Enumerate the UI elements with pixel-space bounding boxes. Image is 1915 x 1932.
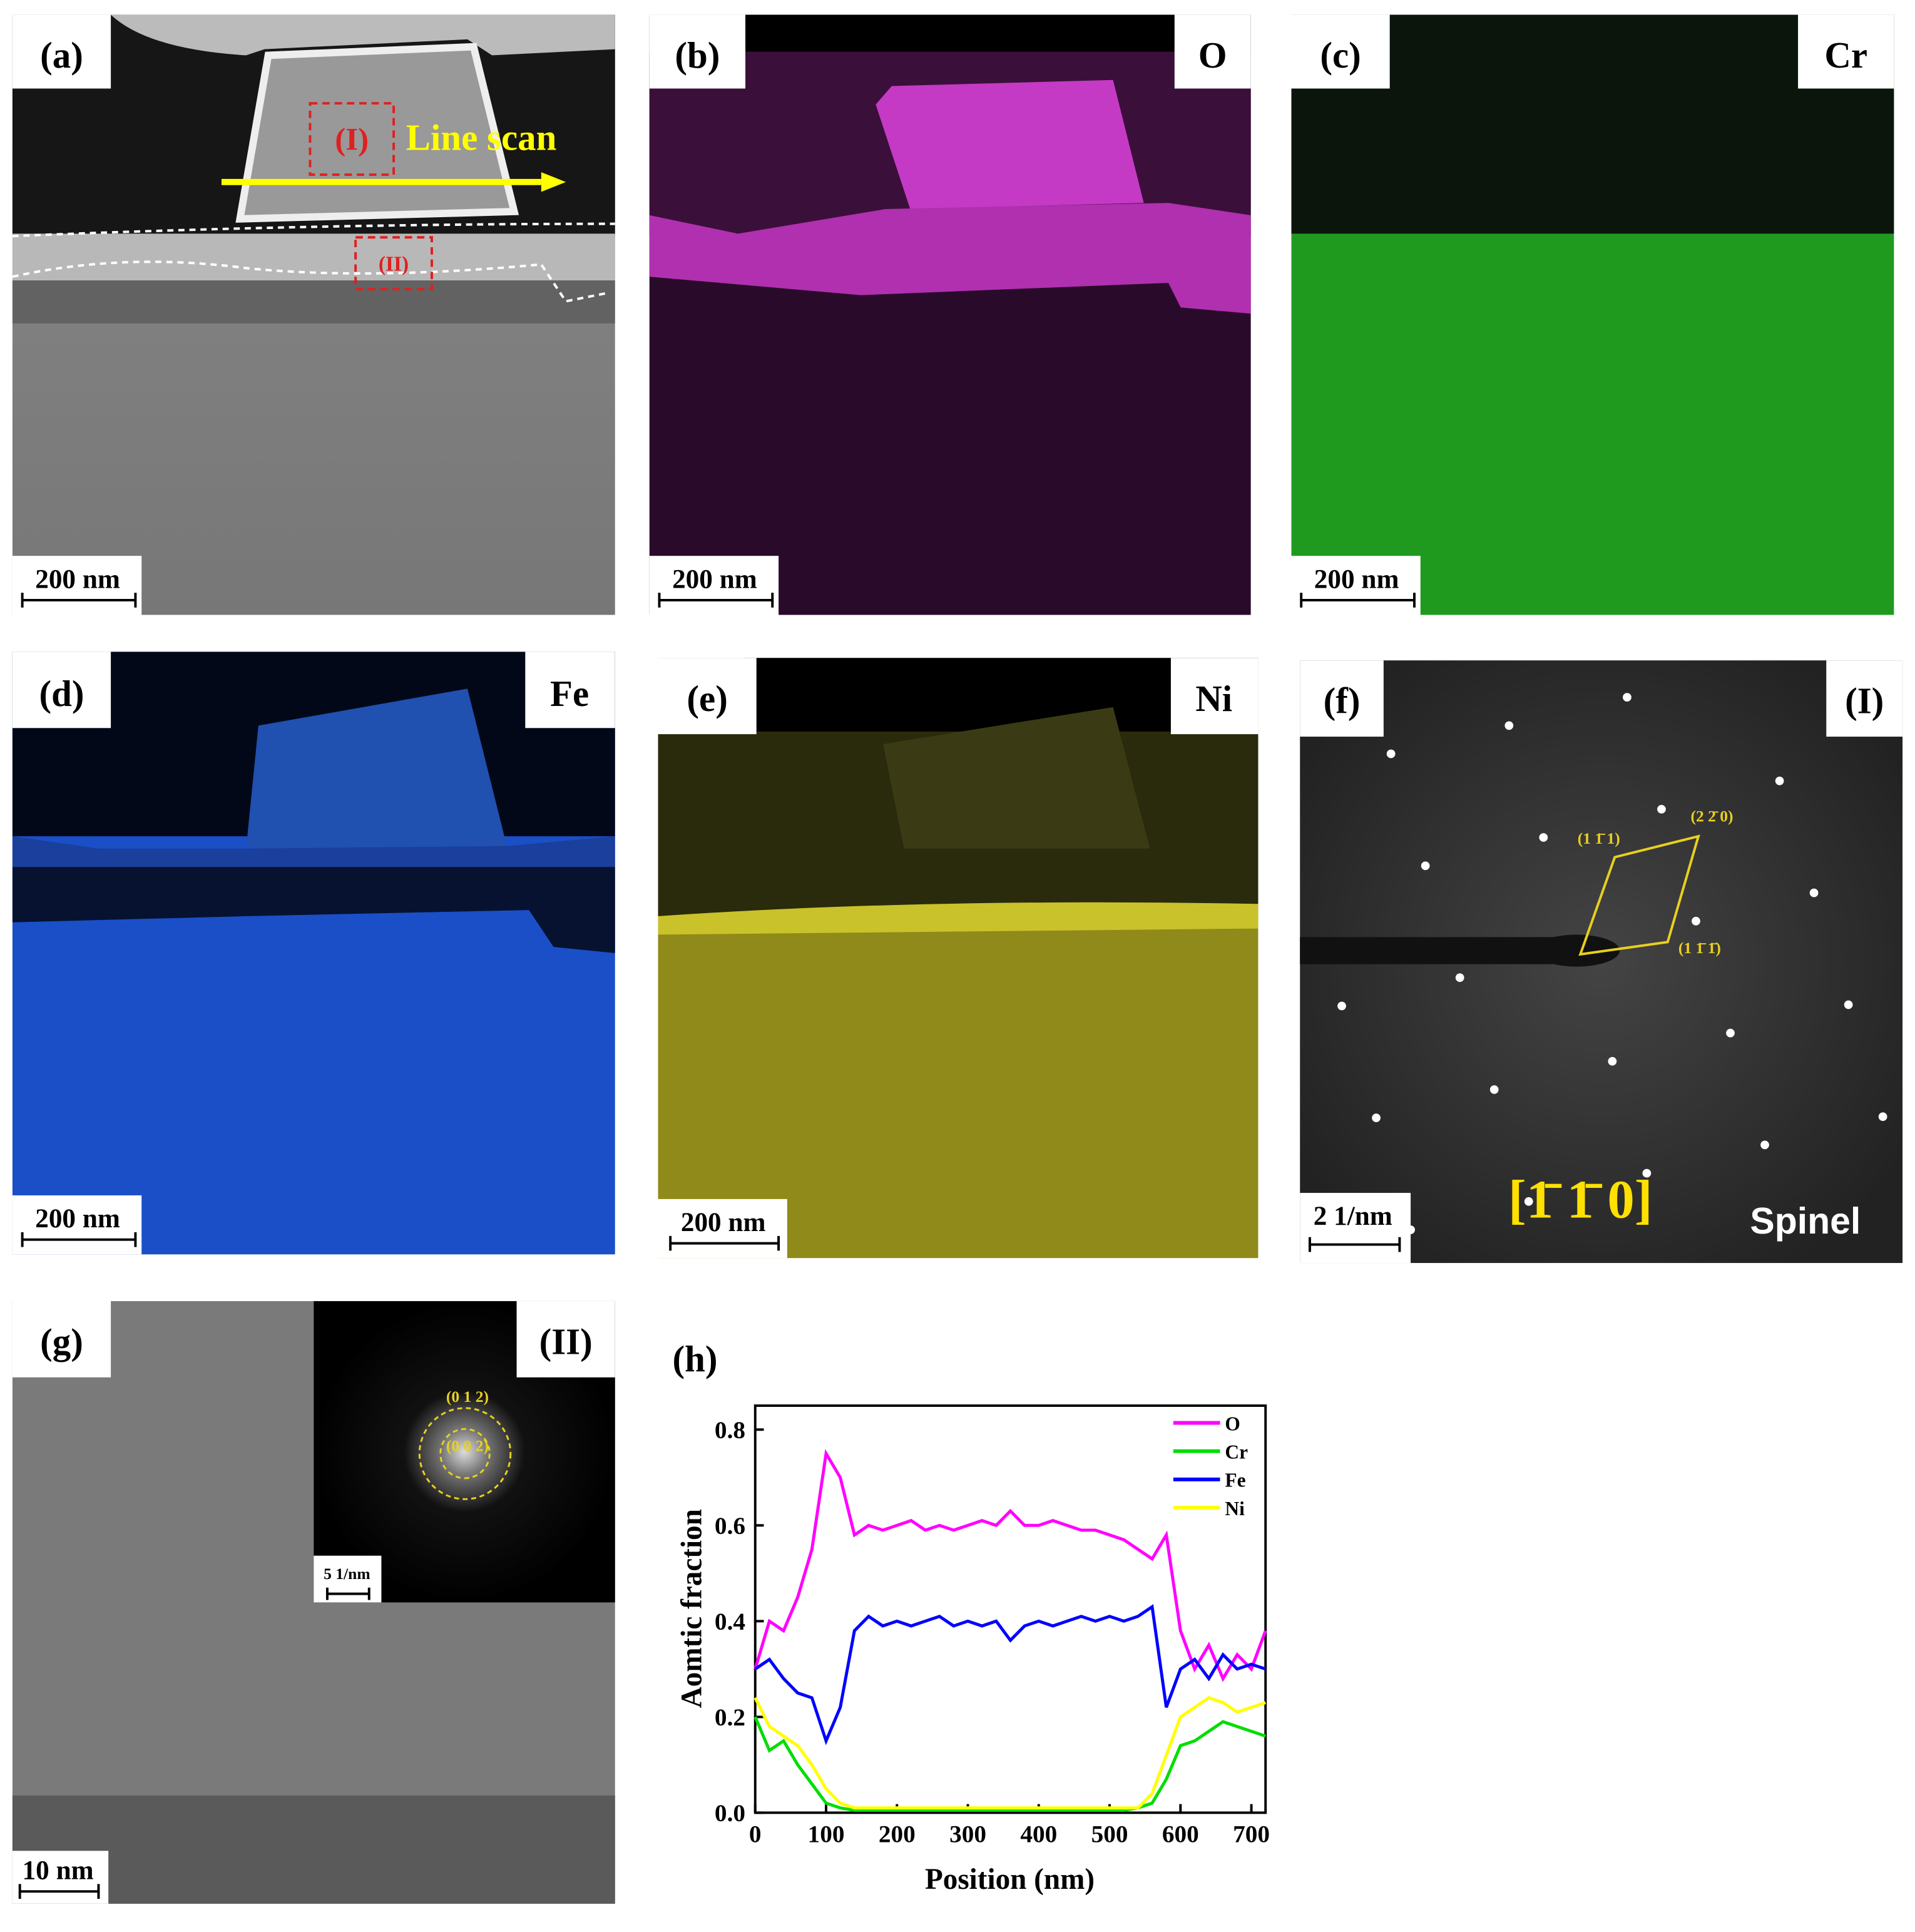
panel-a: Line scan (I) (II) (a) 200 nm — [12, 14, 615, 615]
panel-label: (f) — [1324, 680, 1361, 722]
x-tick-label: 700 — [1233, 1821, 1270, 1848]
diffraction-spot — [1726, 1028, 1735, 1038]
diffraction-spot — [1760, 1140, 1769, 1150]
ring-label: (0 0 2) — [446, 1437, 489, 1455]
scale-bar-label: 2 1/nm — [1314, 1201, 1392, 1231]
diffraction-spot — [1642, 1168, 1652, 1178]
scale-bar-label: 200 nm — [672, 564, 757, 594]
x-tick-label: 100 — [808, 1821, 845, 1848]
diffraction-spot — [1386, 749, 1396, 759]
y-tick-label: 0.4 — [715, 1608, 745, 1635]
scale-bar-label: 200 nm — [35, 1204, 120, 1234]
spot-label: (1 1̄ 1) — [1578, 829, 1620, 847]
panel-label: (c) — [1320, 34, 1361, 76]
diffraction-spot — [1657, 805, 1666, 814]
line-scan-label: Line scan — [406, 117, 557, 158]
panel-label: (b) — [675, 34, 720, 76]
legend-label: Ni — [1225, 1498, 1245, 1520]
diffraction-spot — [1455, 973, 1464, 983]
ring-label: (0 1 2) — [446, 1388, 489, 1406]
element-label: Cr — [1824, 34, 1867, 76]
panel-c: (c) Cr 200 nm — [1291, 14, 1894, 615]
x-tick-label: 200 — [879, 1821, 916, 1848]
data-line — [754, 1604, 1267, 1745]
panel-label: (g) — [40, 1321, 83, 1362]
diffraction-spot — [1489, 1085, 1499, 1094]
element-label: O — [1198, 34, 1227, 76]
x-tick-label: 300 — [949, 1821, 986, 1848]
diffraction-spot — [1421, 861, 1430, 871]
element-label: Ni — [1195, 678, 1232, 719]
x-tick-label: 0 — [749, 1821, 762, 1848]
element-label: Fe — [550, 673, 589, 714]
panel-f: (1 1̄ 1) (2 2̄ 0) (1 1̄ 1̄) [1̄ 1̄ 0] Sp… — [1300, 660, 1903, 1264]
diffraction-spot — [1878, 1112, 1887, 1122]
y-tick-label: 0.8 — [715, 1417, 745, 1444]
panel-label: (d) — [39, 673, 84, 714]
scale-bar-label: 200 nm — [1314, 564, 1399, 594]
data-line — [753, 1449, 1267, 1682]
x-axis-label: Position (nm) — [925, 1863, 1095, 1896]
panel-b: (b) O 200 nm — [649, 14, 1251, 615]
diffraction-spot — [1337, 1001, 1346, 1011]
region-label: (II) — [539, 1321, 593, 1362]
y-axis-label: Aomtic fraction — [675, 1509, 708, 1708]
x-tick-label: 500 — [1091, 1821, 1128, 1848]
diffraction-spot — [1775, 776, 1784, 785]
legend-label: O — [1225, 1413, 1240, 1434]
y-tick-label: 0.0 — [715, 1800, 745, 1827]
diffraction-spot — [1608, 1056, 1617, 1066]
spot-label: (1 1̄ 1̄) — [1678, 939, 1721, 957]
diffraction-spot — [1504, 721, 1514, 730]
phase-label: Spinel — [1750, 1201, 1861, 1242]
scale-bar-label: 5 1/nm — [324, 1565, 370, 1583]
legend-label: Fe — [1225, 1469, 1245, 1491]
x-tick-label: 400 — [1020, 1821, 1057, 1848]
panel-d: (d) Fe 200 nm — [12, 652, 615, 1255]
x-tick-label: 600 — [1162, 1821, 1199, 1848]
region-label: (I) — [1845, 680, 1884, 722]
diffraction-spot — [1809, 888, 1819, 897]
panel-label: (a) — [40, 34, 83, 76]
scale-bar-label: 200 nm — [35, 564, 120, 594]
scale-bar-label: 200 nm — [681, 1207, 766, 1237]
diffraction-spot — [1524, 1197, 1533, 1206]
diffraction-spot — [1539, 833, 1548, 842]
data-line — [753, 1696, 1267, 1810]
scale-bar-label: 10 nm — [23, 1856, 94, 1886]
diffraction-spot — [1372, 1113, 1381, 1123]
diffraction-spot — [1623, 693, 1632, 702]
spot-label: (2 2̄ 0) — [1690, 807, 1733, 825]
plot-frame — [753, 1404, 1267, 1814]
panel-label: (h) — [672, 1338, 717, 1379]
data-line — [753, 1716, 1267, 1812]
diffraction-spot — [1844, 1000, 1853, 1009]
y-tick-label: 0.6 — [715, 1513, 745, 1540]
y-tick-label: 0.2 — [715, 1704, 745, 1731]
panel-e: (e) Ni 200 nm — [658, 658, 1259, 1259]
diffraction-spot — [1692, 916, 1700, 926]
diffraction-spot — [1406, 1225, 1415, 1234]
panel-label: (e) — [687, 678, 727, 719]
panel-g: (0 1 2) (0 0 2) 5 1/nm (g) (II) 10 nm — [12, 1301, 615, 1904]
legend-label: Cr — [1225, 1441, 1248, 1463]
region-label: (I) — [335, 122, 369, 158]
region-label: (II) — [379, 252, 409, 275]
